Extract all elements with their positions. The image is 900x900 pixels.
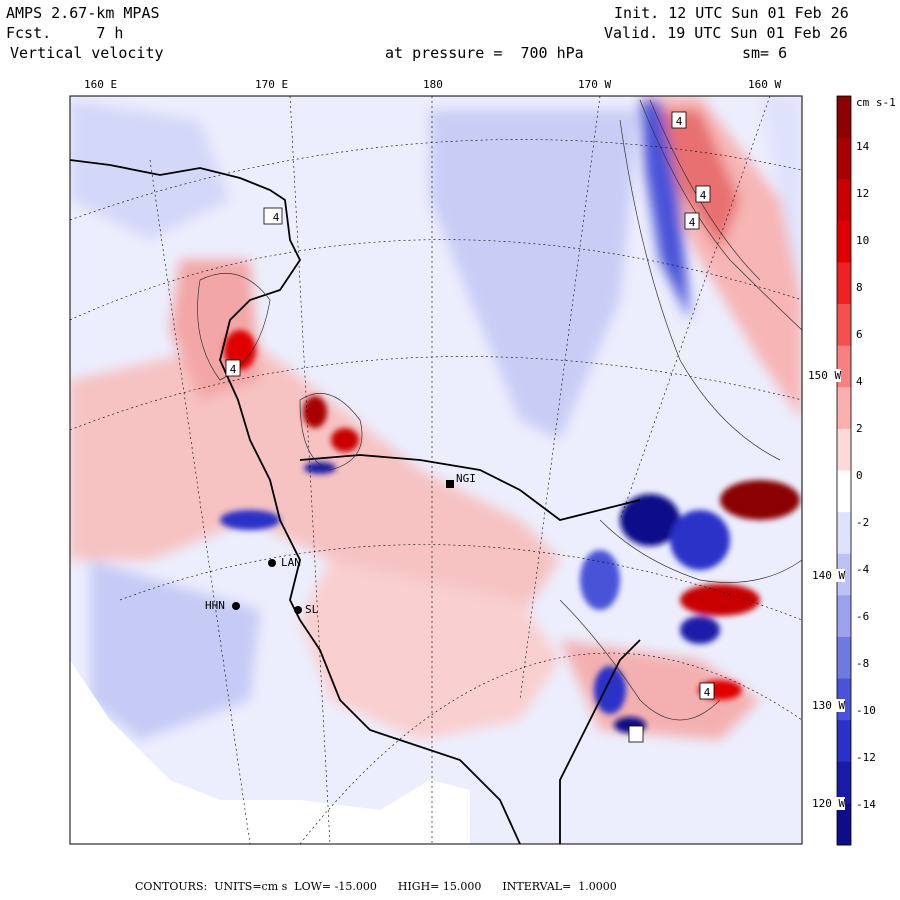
contour-marker: 4	[704, 686, 711, 699]
lon-label-right: 130 W	[812, 699, 846, 712]
colorbar-segment	[837, 137, 851, 180]
colorbar-units: cm s-1	[856, 96, 896, 109]
pressure-level: at pressure = 700 hPa	[385, 44, 584, 62]
colorbar-tick-label: 12	[856, 187, 870, 200]
smoothing-value: sm= 6	[742, 44, 788, 62]
forecast-label: Fcst. 7 h	[6, 24, 124, 42]
valid-time: Valid. 19 UTC Sun 01 Feb 26	[604, 24, 848, 42]
contour-marker: 4	[700, 189, 707, 202]
contour-markers: 4 4 4 4 4 4	[225, 111, 715, 743]
colorbar-tick-label: -14	[856, 798, 876, 811]
colorbar-tick-label: -4	[856, 563, 870, 576]
coastline	[70, 159, 641, 844]
graticule	[70, 96, 802, 844]
lon-label: 180	[423, 78, 443, 91]
station-label-hhn: HHN	[205, 599, 225, 612]
colorbar-segment	[837, 720, 851, 763]
colorbar-tick-label: 10	[856, 234, 870, 247]
lon-label-right: 120 W	[812, 797, 846, 810]
colorbar	[837, 96, 851, 846]
contour-marker: 4	[230, 363, 237, 376]
station-label-sl: SL	[305, 603, 319, 616]
colorbar-tick-label: -2	[856, 516, 870, 529]
colorbar-segment	[837, 595, 851, 638]
colorbar-tick-label: -8	[856, 657, 870, 670]
no-data-region	[70, 660, 470, 844]
strong-cells	[220, 330, 800, 733]
lon-label-right: 140 W	[812, 569, 846, 582]
contour-marker: 4	[273, 211, 280, 224]
colorbar-segment	[837, 512, 851, 555]
colorbar-segment	[837, 304, 851, 347]
colorbar-segment	[837, 262, 851, 305]
colorbar-tick-label: -10	[856, 704, 876, 717]
colorbar-tick-label: 2	[856, 422, 863, 435]
colorbar-segment	[837, 387, 851, 430]
colorbar-segment	[837, 761, 851, 804]
lon-label: 160 W	[748, 78, 782, 91]
colorbar-tick-label: 0	[856, 469, 863, 482]
lon-label: 160 E	[84, 78, 118, 91]
colorbar-tick-label: -12	[856, 751, 876, 764]
contour-info: CONTOURS: UNITS=cm s LOW= -15.000 HIGH= …	[135, 880, 617, 893]
colorbar-segment	[837, 428, 851, 471]
colorbar-segment	[837, 179, 851, 222]
colorbar-segment	[837, 470, 851, 513]
map-frame	[69, 95, 803, 845]
colorbar-tick-label: 14	[856, 140, 870, 153]
colorbar-frame	[836, 95, 852, 846]
lon-label: 170 E	[255, 78, 289, 91]
station-sl-marker	[294, 606, 302, 614]
station-label-ngi: NGI	[456, 472, 476, 485]
station-ngi-marker	[446, 480, 454, 488]
contour-marker: 4	[676, 115, 683, 128]
colorbar-segment	[837, 636, 851, 680]
field-name: Vertical velocity	[10, 44, 164, 62]
init-time: Init. 12 UTC Sun 01 Feb 26	[614, 4, 849, 22]
contour-marker: 4	[689, 216, 696, 229]
colorbar-tick-label: 8	[856, 281, 863, 294]
colorbar-segment	[837, 803, 851, 846]
contour-lines	[197, 99, 802, 721]
station-lan-marker	[268, 559, 276, 567]
colorbar-tick-label: -6	[856, 610, 870, 623]
colorbar-segment	[837, 96, 851, 139]
colorbar-segment	[837, 220, 851, 263]
station-label-lan: LAN	[281, 556, 301, 569]
lon-label: 170 W	[578, 78, 612, 91]
station-hhn-marker	[232, 602, 240, 610]
colorbar-tick-label: 6	[856, 328, 863, 341]
station-markers	[232, 480, 454, 614]
model-title: AMPS 2.67-km MPAS	[6, 4, 160, 22]
colorbar-tick-label: 4	[856, 375, 863, 388]
field-shading	[70, 96, 802, 740]
lon-label-right: 150 W	[808, 369, 842, 382]
